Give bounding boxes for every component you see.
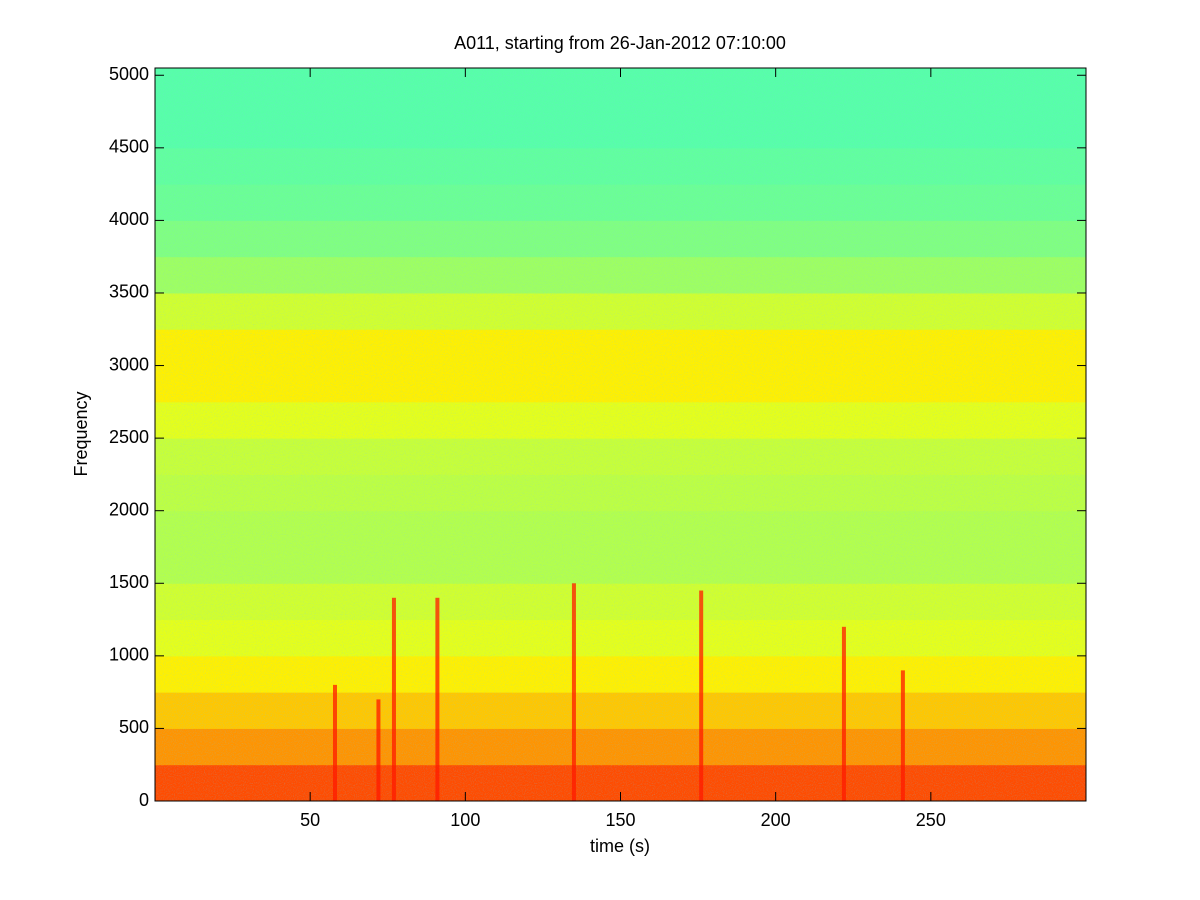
- x-tick-label: 50: [300, 810, 320, 830]
- y-tick-label: 2000: [109, 499, 149, 519]
- y-tick-label: 1000: [109, 645, 149, 665]
- y-tick-label: 2500: [109, 427, 149, 447]
- event-streak: [332, 684, 337, 801]
- event-streak: [571, 583, 576, 801]
- y-tick-label: 3000: [109, 354, 149, 374]
- y-tick-label: 4000: [109, 209, 149, 229]
- event-streak: [376, 699, 381, 801]
- y-tick-label: 1500: [109, 572, 149, 592]
- y-tick-label: 4500: [109, 137, 149, 157]
- y-tick-label: 3500: [109, 282, 149, 302]
- plot-area: [155, 68, 1086, 802]
- chart-title: A011, starting from 26-Jan-2012 07:10:00: [454, 33, 786, 53]
- event-streak: [699, 590, 704, 801]
- event-streak: [391, 597, 396, 801]
- event-streak: [900, 670, 905, 801]
- x-tick-label: 250: [916, 810, 946, 830]
- y-axis-label: Frequency: [71, 391, 91, 476]
- y-tick-label: 0: [139, 790, 149, 810]
- x-tick-label: 200: [761, 810, 791, 830]
- x-tick-label: 150: [605, 810, 635, 830]
- y-tick-label: 5000: [109, 64, 149, 84]
- event-streak: [435, 597, 440, 801]
- noise-texture: [155, 68, 1086, 801]
- y-tick-label: 500: [119, 717, 149, 737]
- x-axis-label: time (s): [590, 836, 650, 856]
- x-tick-label: 100: [450, 810, 480, 830]
- event-streak: [841, 626, 846, 801]
